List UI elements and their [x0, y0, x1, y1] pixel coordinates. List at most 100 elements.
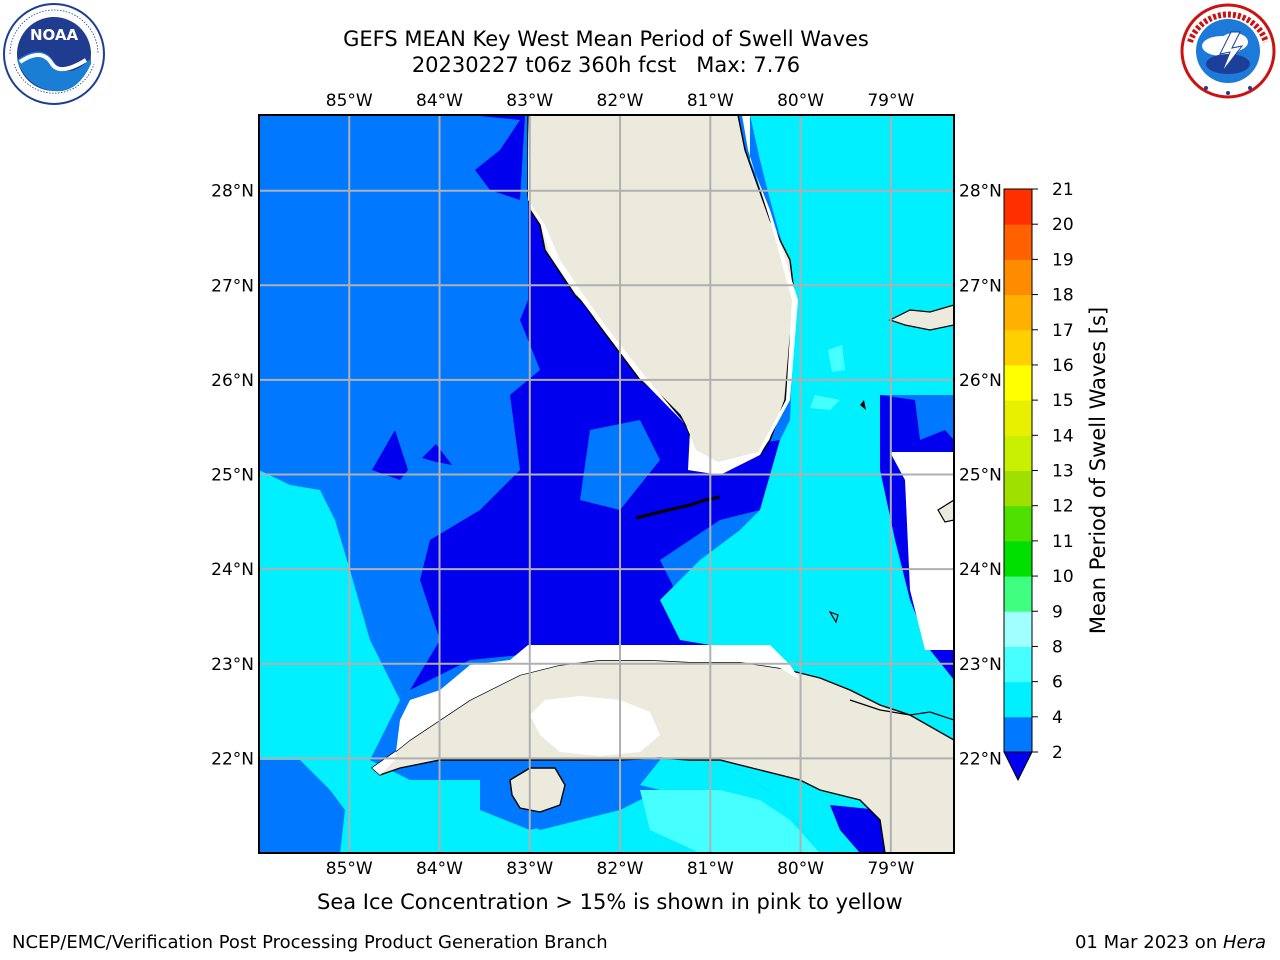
lon-tick-label-bottom: 83°W — [506, 859, 553, 879]
ocean-contour-under-2-patch — [372, 430, 408, 480]
lon-tick-label-top: 81°W — [687, 91, 734, 111]
colorbar-segment — [1004, 329, 1032, 366]
colorbar-tick-label: 6 — [1052, 673, 1063, 693]
lon-tick-label-bottom: 79°W — [867, 859, 914, 879]
colorbar-tick-label: 11 — [1052, 532, 1074, 552]
colorbar-segment — [1004, 470, 1032, 507]
map-panel — [259, 115, 954, 853]
map-frame — [258, 114, 955, 854]
colorbar-segment — [1004, 646, 1032, 683]
map-axis-labels: 85°W 85°W 84°W 84°W 83°W 83°W 82°W 82°W 81°W 81°W… — [211, 91, 1002, 879]
colorbar-tick-label: 12 — [1052, 497, 1074, 517]
land-bahamas — [937, 499, 954, 523]
colorbar-segment — [1004, 681, 1032, 718]
colorbar-segment — [1004, 224, 1032, 260]
nws-logo-icon — [1180, 3, 1276, 99]
lat-tick-label-right: 27°N — [959, 276, 1002, 296]
noaa-logo-text: NOAA — [30, 26, 79, 44]
lon-tick-label-top: 84°W — [416, 91, 463, 111]
lat-tick-label-right: 23°N — [959, 655, 1002, 675]
colorbar-segment — [1004, 611, 1032, 647]
lon-tick-label-bottom: 82°W — [597, 859, 644, 879]
ocean-contour-under-2 — [410, 115, 780, 690]
colorbar-segment — [1004, 540, 1032, 577]
title-line-2: 20230227 t06z 360h fcst Max: 7.76 — [411, 53, 801, 77]
colorbar-segment — [1004, 259, 1032, 296]
colorbar-segment — [1004, 435, 1032, 471]
ocean-contour-2-4-patch — [259, 760, 345, 853]
coastline — [849, 699, 954, 721]
lon-tick-label-bottom: 81°W — [687, 859, 734, 879]
colorbar-tick-label: 10 — [1052, 567, 1074, 587]
lon-tick-label-top: 79°W — [867, 91, 914, 111]
lon-tick-label-bottom: 85°W — [326, 859, 373, 879]
lat-tick-label-left: 28°N — [211, 182, 254, 202]
colorbar-segment — [1004, 189, 1032, 225]
colorbar-tick-label: 4 — [1052, 708, 1063, 728]
lat-tick-label-right: 24°N — [959, 560, 1002, 580]
colorbar-tick-label: 9 — [1052, 602, 1063, 622]
land-isla-juventud — [509, 767, 566, 813]
colorbar-segment — [1004, 576, 1032, 612]
land-interior-mask — [530, 696, 660, 756]
colorbar-tick-label: 19 — [1052, 250, 1074, 270]
ocean-contour-6-8-patch — [640, 790, 820, 853]
ocean-contour-6-8-patch — [810, 395, 840, 410]
colorbar-segment — [1004, 294, 1032, 331]
ocean-contour-6-8-patch — [828, 345, 845, 372]
colorbar-tick-label: 14 — [1052, 426, 1074, 446]
colorbar-tick-label: 17 — [1052, 321, 1074, 341]
lat-tick-label-right: 26°N — [959, 371, 1002, 391]
lat-tick-label-right: 22°N — [959, 749, 1002, 769]
map-gridlines — [259, 115, 954, 853]
colorbar-title: Mean Period of Swell Waves [s] — [1086, 307, 1110, 634]
title-line-1: GEFS MEAN Key West Mean Period of Swell … — [343, 27, 869, 51]
colorbar-segment — [1004, 400, 1032, 436]
footer-branch: NCEP/EMC/Verification Post Processing Pr… — [12, 932, 608, 953]
lat-tick-label-left: 25°N — [211, 466, 254, 486]
land-small-island — [828, 610, 839, 624]
lat-tick-label-left: 26°N — [211, 371, 254, 391]
coastal-white-mask — [372, 645, 800, 775]
colorbar-tick-label: 16 — [1052, 356, 1074, 376]
lon-tick-label-top: 85°W — [326, 91, 373, 111]
sea-ice-note: Sea Ice Concentration > 15% is shown in … — [317, 890, 903, 914]
noaa-logo-icon: NOAA — [3, 3, 105, 105]
colorbar-tick-label: 2 — [1052, 743, 1063, 763]
colorbar-tick-label: 15 — [1052, 391, 1074, 411]
colorbar-extend-arrow — [1003, 751, 1033, 782]
colorbar-tick-label: 13 — [1052, 462, 1074, 482]
footer-date-text: 01 Mar 2023 on — [1074, 932, 1223, 953]
ocean-contour-under-2-patch — [830, 805, 885, 853]
colorbar-tick-label: 21 — [1052, 180, 1074, 200]
land-small-island — [860, 400, 866, 410]
lat-tick-label-left: 23°N — [211, 655, 254, 675]
land-cuba — [370, 659, 954, 853]
colorbar-tick-label: 18 — [1052, 286, 1074, 306]
coastal-white-mask — [890, 452, 954, 650]
lat-tick-label-right: 25°N — [959, 466, 1002, 486]
coastal-white-mask — [528, 115, 798, 475]
lat-tick-label-left: 27°N — [211, 276, 254, 296]
lon-tick-label-top: 80°W — [777, 91, 824, 111]
lat-tick-label-left: 22°N — [211, 749, 254, 769]
ocean-contour-under-2-patch — [422, 444, 452, 465]
lon-tick-label-top: 82°W — [597, 91, 644, 111]
colorbar-tick-label: 8 — [1052, 637, 1063, 657]
chart-title: GEFS MEAN Key West Mean Period of Swell … — [258, 26, 954, 78]
colorbar-tick-label: 20 — [1052, 215, 1074, 235]
colorbar-segment — [1004, 364, 1032, 401]
lon-tick-label-top: 83°W — [506, 91, 553, 111]
land-bahamas — [888, 304, 954, 331]
lat-tick-label-left: 24°N — [211, 560, 254, 580]
lon-tick-label-bottom: 84°W — [416, 859, 463, 879]
colorbar-segment — [1004, 716, 1032, 753]
footer-date: 01 Mar 2023 on Hera — [1075, 932, 1266, 953]
colorbar-segment — [1004, 505, 1032, 542]
colorbar: 2 4 6 8 9 10 11 12 13 14 15 16 17 18 19 20 21 Mean Period… — [1003, 180, 1110, 782]
lat-tick-label-right: 28°N — [959, 182, 1002, 202]
footer-host: Hera — [1222, 932, 1266, 953]
lon-tick-label-bottom: 80°W — [777, 859, 824, 879]
ocean-contour-under-2-patch — [440, 115, 525, 200]
